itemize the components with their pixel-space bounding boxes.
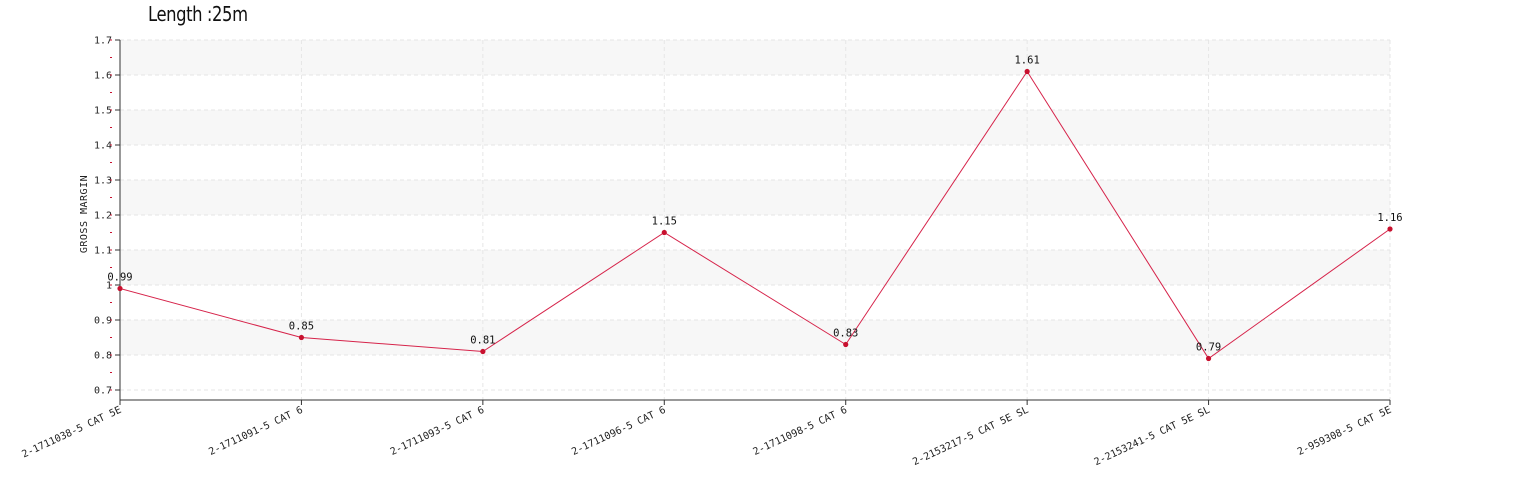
x-tick-label: 2-1711038-5 CAT 5E — [20, 405, 123, 461]
x-tick-label: 2-1711096-5 CAT 6 — [570, 405, 667, 458]
plot-band — [120, 250, 1390, 285]
chart-title: Length :25m — [148, 2, 248, 26]
series-line — [119, 70, 1391, 360]
y-tick-label: 1 — [106, 281, 112, 292]
y-axis-ticks: 0.7 0.8 0.9 1 1.1 1.2 1.3 1.4 1.5 1.6 1.7 — [94, 36, 120, 397]
data-label: 1.15 — [652, 216, 677, 228]
data-point — [843, 341, 849, 348]
x-tick-label: 2-1711091-5 CAT 6 — [207, 405, 304, 458]
plot-band — [120, 110, 1390, 145]
data-point — [117, 285, 123, 292]
axes — [119, 40, 1390, 401]
data-point — [1205, 355, 1212, 362]
data-point — [298, 334, 305, 341]
data-label: 0.81 — [470, 335, 495, 347]
y-tick-label: 1.4 — [94, 141, 112, 152]
data-label: 0.83 — [833, 328, 858, 340]
plot-bands — [120, 40, 1390, 355]
y-tick-label: 0.8 — [94, 351, 112, 362]
data-series — [117, 68, 1393, 362]
data-label: 0.99 — [107, 272, 132, 284]
data-point — [480, 348, 486, 355]
y-tick-label: 1.3 — [94, 176, 112, 187]
data-point — [1024, 68, 1030, 75]
x-tick-label: 2-2153241-5 CAT 5E SL — [1093, 405, 1212, 468]
data-label: 1.61 — [1014, 55, 1039, 67]
data-label: 1.16 — [1377, 212, 1402, 224]
y-tick-label: 0.7 — [94, 386, 112, 397]
y-tick-label: 0.9 — [94, 316, 112, 327]
x-tick-label: 2-1711098-5 CAT 6 — [752, 405, 849, 458]
y-tick-label: 1.5 — [94, 106, 112, 117]
data-label: 0.85 — [289, 321, 314, 333]
y-axis-title: GROSS MARGIN — [79, 175, 90, 253]
x-tick-label: 2-1711093-5 CAT 6 — [389, 405, 486, 458]
y-tick-label: 1.2 — [94, 211, 112, 222]
y-tick-label: 1.7 — [94, 36, 112, 47]
plot-band — [120, 180, 1390, 215]
y-tick-label: 1.6 — [94, 71, 112, 82]
plot-band — [120, 320, 1390, 355]
x-tick-label: 2-2153217-5 CAT 5E SL — [911, 405, 1030, 468]
data-labels: 0.99 0.85 0.81 1.15 0.83 1.61 0.79 1.16 — [107, 55, 1402, 354]
y-tick-label: 1.1 — [94, 246, 112, 257]
data-point — [661, 229, 667, 236]
data-label: 0.79 — [1196, 342, 1221, 354]
plot-band — [120, 40, 1390, 75]
x-axis-ticks: 2-1711038-5 CAT 5E 2-1711091-5 CAT 6 2-171… — [20, 400, 1393, 468]
x-tick-label: 2-959308-5 CAT 5E — [1296, 405, 1393, 458]
data-point — [1387, 226, 1393, 232]
